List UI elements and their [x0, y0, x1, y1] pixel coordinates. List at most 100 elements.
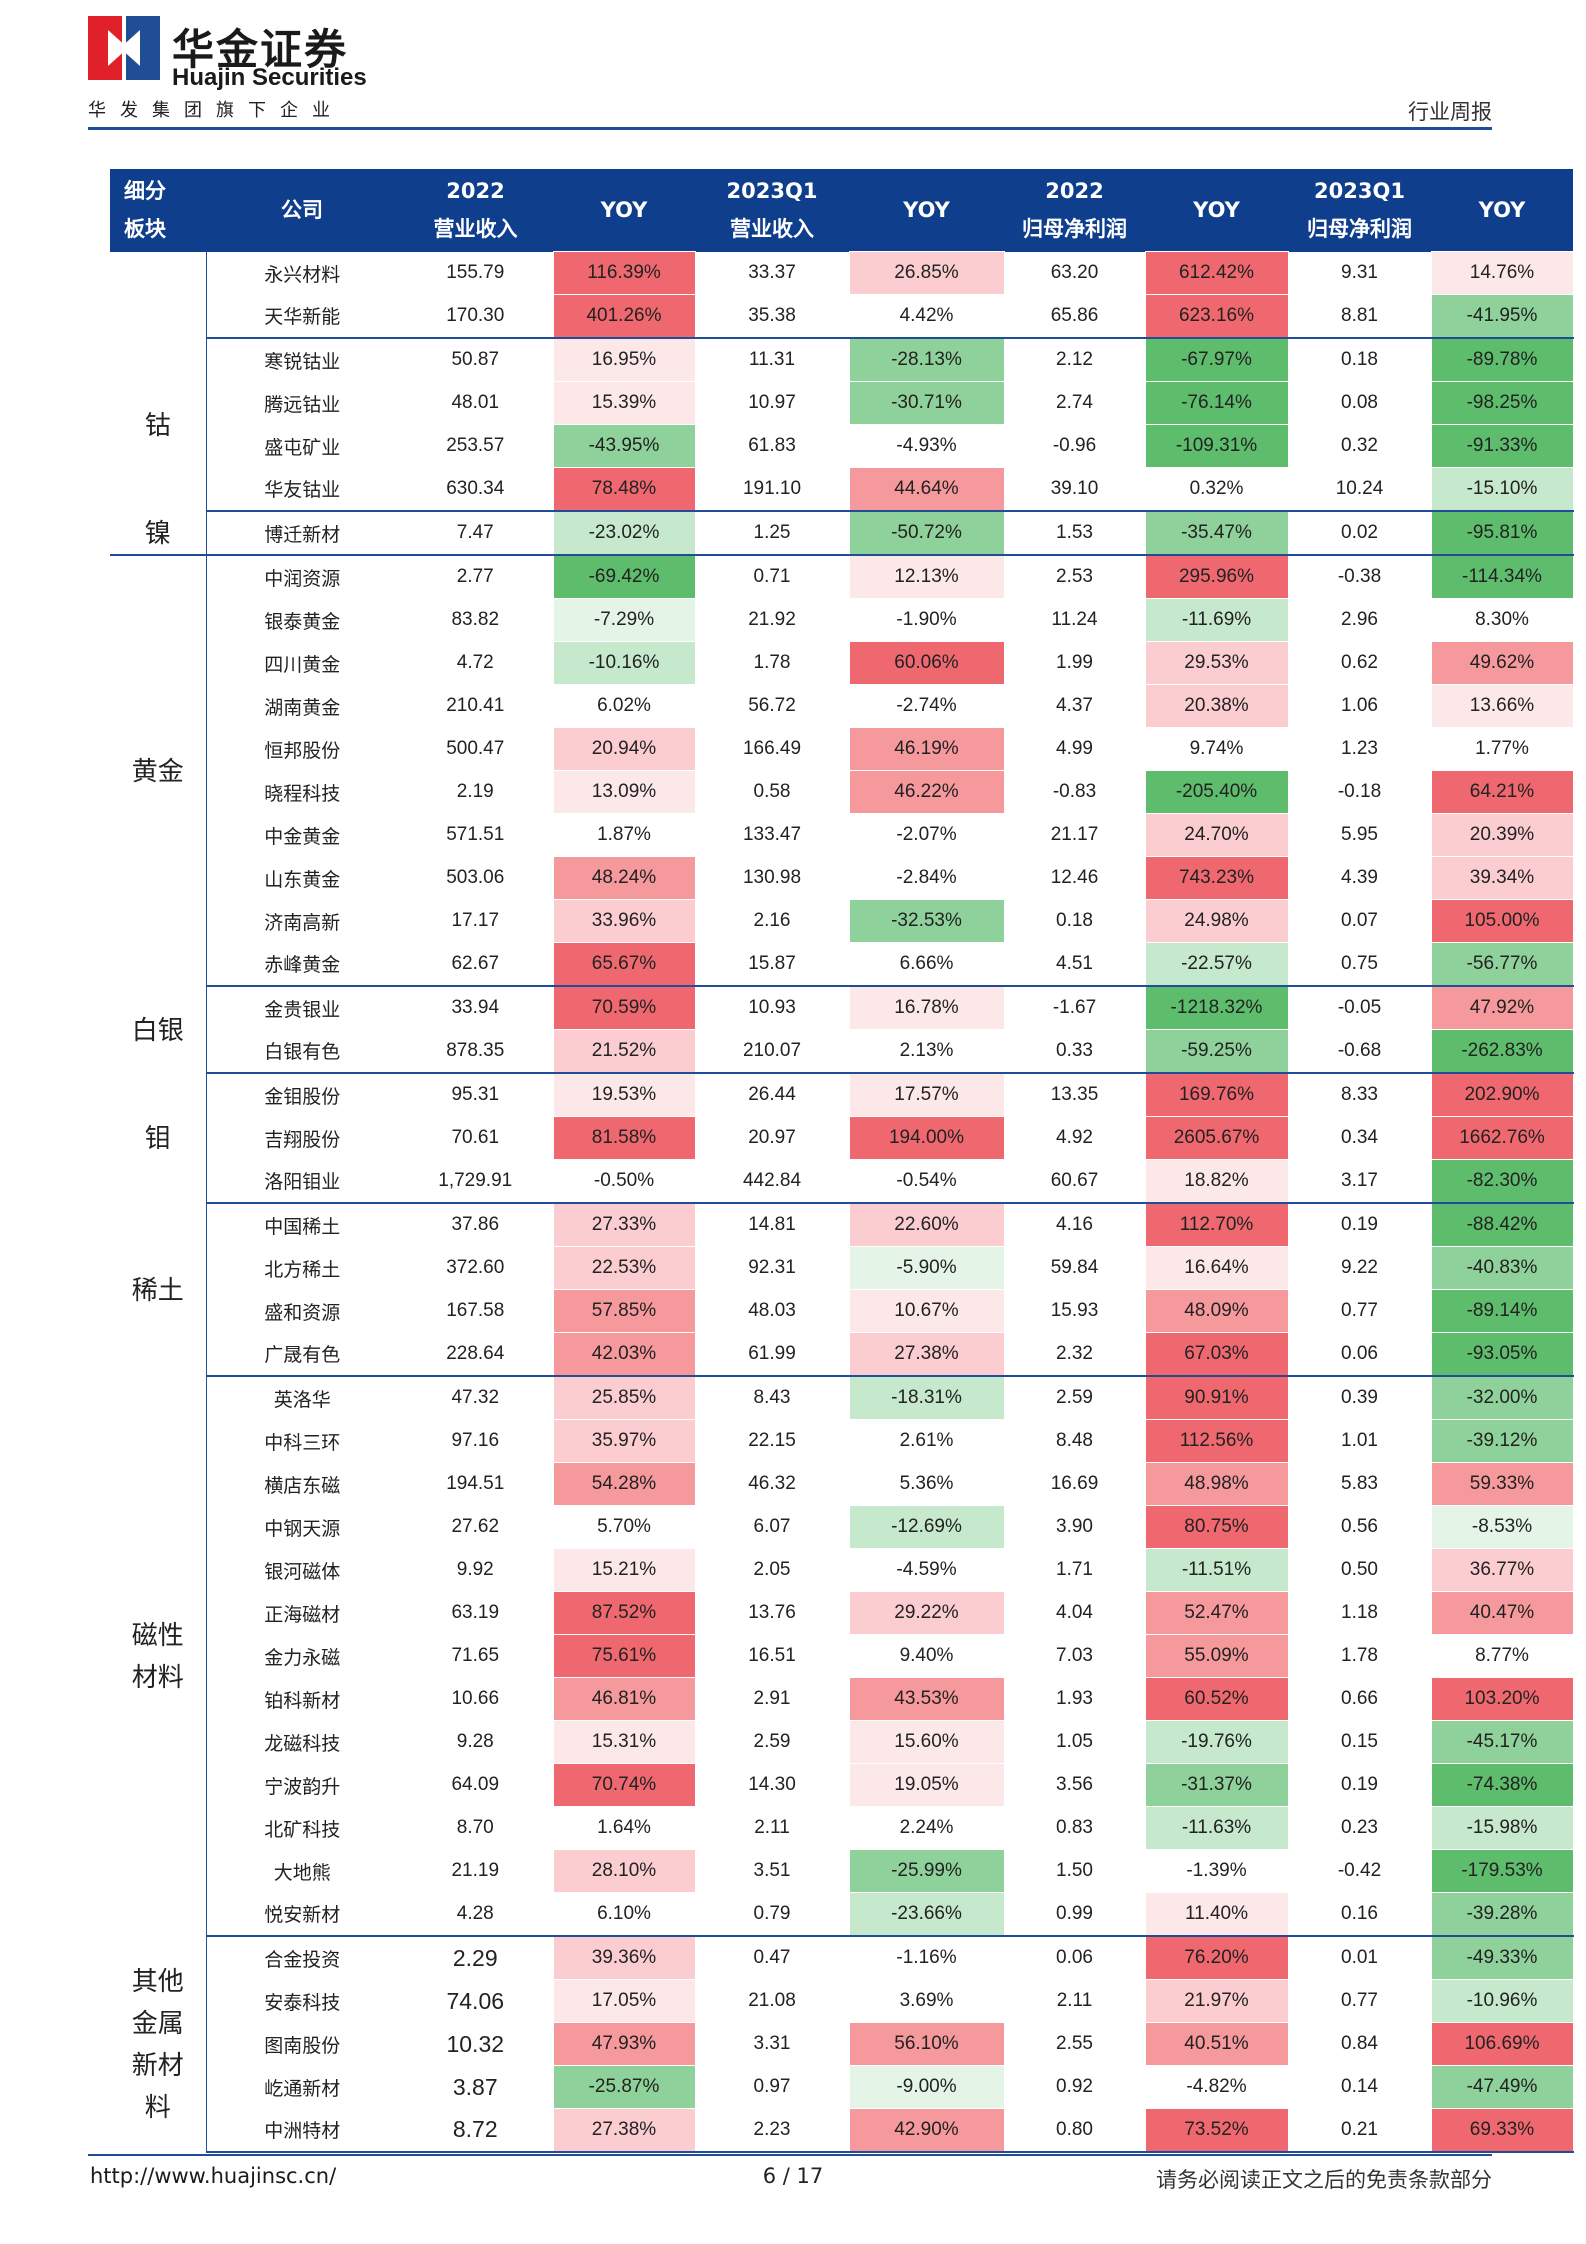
value-cell: 0.39 — [1341, 1387, 1378, 1409]
yoy-cell: -25.87% — [552, 2065, 696, 2109]
company-cell: 腾远钴业 — [264, 394, 341, 416]
table-row: 腾远钴业 48.01 15.39% 10.97 -30.71% 2.74 -76.14% 0.… — [110, 381, 1574, 425]
yoy-cell: -0.50% — [552, 1159, 696, 1204]
table-row: 图南股份 10.32 47.93% 3.31 56.10% 2.55 40.51% 0.84 1… — [110, 2022, 1574, 2066]
value-cell: 21.08 — [748, 1990, 796, 2011]
value-cell: 9.92 — [456, 1559, 494, 1580]
yoy-cell: 6.66% — [848, 942, 1005, 987]
value-cell: 22.15 — [748, 1430, 796, 1451]
table-row: 横店东磁 194.51 54.28% 46.32 5.36% 16.69 48.98% 5.8… — [110, 1462, 1574, 1506]
table-body: 永兴材料 155.79 116.39% 33.37 26.85% 63.20 612.42%… — [110, 251, 1574, 2153]
value-cell: 228.64 — [398, 1332, 553, 1377]
table-row: 盛和资源 167.58 57.85% 48.03 10.67% 15.93 48.09% 0.… — [110, 1289, 1574, 1333]
value-cell: 210.07 — [695, 1029, 849, 1074]
company-cell: 洛阳钼业 — [206, 1159, 398, 1204]
report-type: 行业周报 — [1408, 100, 1492, 124]
value-cell: 11.24 — [1051, 609, 1098, 630]
yoy-cell: -0.54% — [848, 1159, 1005, 1204]
company-cell: 屹通新材 — [264, 2078, 341, 2100]
yoy-cell: -50.72% — [848, 510, 1005, 556]
value-cell: 253.57 — [446, 435, 505, 456]
value-cell: 1.06 — [1341, 695, 1378, 716]
yoy-cell: 13.09% — [552, 770, 696, 814]
header-line: 归母净利润 — [1307, 217, 1412, 242]
value-cell: 2.77 — [456, 566, 494, 588]
company-cell: 吉翔股份 — [264, 1129, 341, 1151]
value-cell: 2.11 — [754, 1817, 790, 1838]
value-cell: 0.14 — [1341, 2076, 1378, 2097]
value-cell: 0.79 — [695, 1892, 849, 1937]
yoy-cell: 67.03% — [1144, 1332, 1289, 1377]
company-cell: 北方稀土 — [264, 1259, 341, 1281]
value-cell: 2.05 — [753, 1559, 791, 1580]
yoy-cell: 612.42% — [1144, 251, 1289, 295]
yoy-cell: -47.49% — [1430, 2065, 1574, 2109]
yoy-cell: 194.00% — [848, 1116, 1005, 1160]
value-cell: 2.11 — [1056, 1990, 1093, 2011]
value-cell: 0.56 — [1341, 1516, 1378, 1537]
yoy-cell: 15.21% — [552, 1548, 696, 1592]
header-cell: YOY — [1145, 169, 1288, 252]
footer-disclaimer: 请务必阅读正文之后的免责条款部分 — [1156, 2168, 1492, 2192]
page-number: 6 / 17 — [762, 2164, 824, 2188]
yoy-cell: 202.90% — [1430, 1072, 1574, 1117]
company-cell: 中科三环 — [264, 1432, 341, 1454]
yoy-cell: 22.53% — [552, 1246, 696, 1290]
yoy-cell: 59.33% — [1430, 1462, 1574, 1506]
yoy-cell: 28.10% — [552, 1849, 696, 1893]
yoy-cell: 64.21% — [1430, 770, 1574, 814]
yoy-cell: -109.31% — [1144, 424, 1289, 468]
value-cell: 10.97 — [748, 392, 796, 413]
yoy-cell: -4.82% — [1144, 2065, 1289, 2109]
company-cell: 铂科新材 — [264, 1690, 341, 1712]
value-cell: 0.66 — [1341, 1688, 1378, 1709]
value-cell: 59.84 — [1050, 1257, 1099, 1278]
yoy-cell: 5.36% — [848, 1462, 1005, 1506]
table-row: 磁性材料 英洛华 47.32 25.85% 8.43 -18.31% 2.59 90.91% 0… — [110, 1375, 1574, 1936]
company-cell: 盛和资源 — [264, 1302, 341, 1324]
yoy-cell: 27.38% — [848, 1332, 1005, 1377]
value-cell: 0.23 — [1341, 1817, 1378, 1838]
value-cell: 3.87 — [452, 2073, 498, 2100]
yoy-cell: -15.98% — [1430, 1806, 1574, 1850]
company-cell: 大地熊 — [273, 1862, 331, 1884]
value-cell: 21.17 — [1050, 824, 1099, 845]
yoy-cell: -4.59% — [848, 1548, 1005, 1592]
value-cell: 0.80 — [1004, 2108, 1145, 2153]
yoy-cell: 3.69% — [848, 1979, 1005, 2023]
yoy-cell: -93.05% — [1430, 1332, 1574, 1377]
yoy-cell: 52.47% — [1144, 1591, 1289, 1635]
table-row: 悦安新材 4.28 6.10% 0.79 -23.66% 0.99 11.40% 0.16 -3… — [110, 1892, 1574, 1937]
value-cell: 5.83 — [1341, 1473, 1378, 1494]
yoy-cell: -82.30% — [1430, 1159, 1574, 1204]
value-cell: 0.75 — [1288, 942, 1431, 987]
value-cell: 5.95 — [1341, 824, 1378, 845]
value-cell: 1,729.91 — [398, 1159, 553, 1204]
yoy-cell: 24.98% — [1144, 899, 1289, 943]
yoy-cell: 12.13% — [848, 554, 1005, 599]
yoy-cell: -9.00% — [848, 2065, 1005, 2109]
yoy-cell: -43.95% — [552, 424, 696, 468]
yoy-cell: -1.16% — [848, 1935, 1005, 1980]
value-cell: 167.58 — [446, 1300, 505, 1321]
footer-url[interactable]: http://www.huajinsc.cn/ — [90, 2164, 337, 2188]
yoy-cell: -8.53% — [1430, 1505, 1574, 1549]
value-cell: 74.06 — [446, 1987, 505, 2014]
value-cell: 13.76 — [748, 1602, 796, 1623]
table-row: 永兴材料 155.79 116.39% 33.37 26.85% 63.20 612.42%… — [110, 251, 1574, 338]
value-cell: 194.51 — [446, 1473, 505, 1494]
value-cell: 70.61 — [451, 1127, 500, 1148]
header-cell: 2022 营业收入 — [398, 169, 553, 252]
table-row: 龙磁科技 9.28 15.31% 2.59 15.60% 1.05 -19.76% 0.15 -… — [110, 1720, 1574, 1764]
value-cell: -0.05 — [1337, 997, 1382, 1019]
value-cell: 60.67 — [1004, 1159, 1145, 1204]
yoy-cell: 78.48% — [552, 467, 696, 512]
value-cell: 372.60 — [446, 1257, 505, 1278]
yoy-cell: -12.69% — [848, 1505, 1005, 1549]
yoy-cell: 57.85% — [552, 1289, 696, 1333]
header-cell: 公司 — [206, 169, 398, 252]
yoy-cell: -10.96% — [1430, 1979, 1574, 2023]
yoy-cell: 29.53% — [1144, 641, 1289, 685]
table-row: 宁波韵升 64.09 70.74% 14.30 19.05% 3.56 -31.37% 0.1… — [110, 1763, 1574, 1807]
yoy-cell: 13.66% — [1430, 684, 1574, 728]
